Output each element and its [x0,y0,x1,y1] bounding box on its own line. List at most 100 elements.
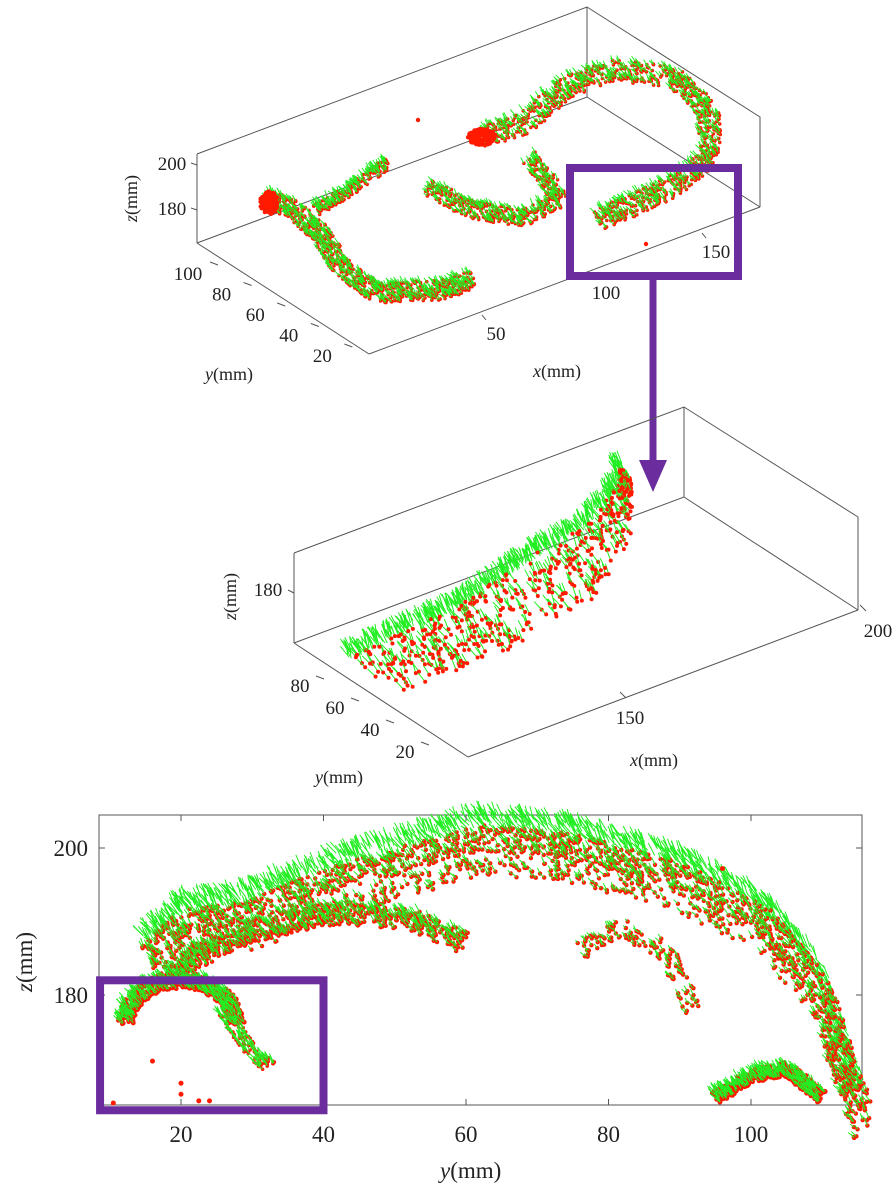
normal-vector [346,265,351,273]
point [269,210,274,216]
normal-vector [343,265,347,272]
point [489,139,495,144]
normal-vector [451,269,456,276]
normal-vector [318,236,323,244]
normal-vector [354,280,359,287]
normal-vector [449,276,453,283]
green-normals [339,450,623,659]
normal-vector [367,273,373,279]
normal-vector [373,288,378,293]
normal-vector [372,282,377,288]
normal-vector [303,229,307,234]
normal-vector [349,283,356,289]
y-tick-label: 60 [246,305,265,326]
normal-vector [319,244,325,253]
z-tick-label: 180 [158,199,187,220]
normal-vector [329,246,334,255]
normal-vector [438,293,446,299]
normal-vector [300,203,303,208]
normal-vector [331,255,336,262]
normal-vector [430,293,435,298]
normal-vector [395,282,399,286]
normal-vector [380,283,384,290]
normal-vector [385,296,392,303]
normal-vector [419,294,424,301]
normal-vector [345,276,351,282]
normal-vector [301,225,305,230]
x-tick-label: 50 [487,324,506,345]
normal-vector [393,293,399,301]
normal-vector [299,205,303,212]
normal-vector [312,214,316,220]
normal-vector [327,260,331,266]
normal-vector [384,284,388,290]
normal-vector [389,280,395,289]
normal-vector [322,245,329,253]
normal-vector [357,269,362,276]
normal-vector [428,293,432,298]
normal-vector [313,218,318,224]
normal-vector [321,226,326,231]
point [482,136,488,141]
x-axis-line [467,609,859,758]
normal-vector [525,122,532,128]
normal-vector [469,278,474,285]
normal-vector [410,286,415,294]
z-tick [190,207,198,211]
normal-vector [292,210,296,217]
box-back-edges [293,406,859,610]
normal-vector [431,285,435,290]
normal-vector [425,288,430,294]
normal-vector [313,231,318,236]
normal-vector [393,283,397,289]
normal-vector [434,274,439,283]
normal-vector [377,279,382,284]
normal-vector [444,277,449,284]
point [260,197,266,202]
normal-vector [286,208,290,214]
box-back-edges [196,6,761,207]
normal-vector [406,280,412,286]
normal-vector [383,280,387,287]
normal-vector [309,211,313,217]
point [268,204,274,210]
normal-vector [461,275,467,281]
normal-vector [426,281,432,289]
normal-vector [347,277,355,284]
top-x-axis-label: x(mm) [532,361,581,382]
normal-vector [319,234,324,241]
normal-vector [353,277,357,283]
normal-vector [324,262,331,267]
normal-vector [457,280,461,286]
point [487,132,493,138]
normal-vector [337,260,344,267]
point [269,198,275,204]
normal-vector [295,218,300,223]
normal-vector [360,281,365,287]
normal-vector [529,215,535,220]
point [477,139,482,144]
normal-vector [457,277,463,285]
normal-vector [412,287,417,295]
normal-vector [289,201,295,207]
normal-vector [309,217,315,226]
point [483,128,489,133]
normal-vector [332,259,338,265]
normal-vector [280,194,286,202]
normal-vector [284,201,291,208]
normal-vector [440,275,447,281]
normal-vector [309,233,315,239]
normal-vector [330,259,335,267]
normal-vector [302,205,310,211]
normal-vector [435,286,439,292]
normal-vector [677,67,683,73]
normal-vector [373,276,378,283]
normal-vector [461,276,466,284]
normal-vector [315,232,321,237]
normal-vector [405,288,411,295]
normal-vector [357,284,364,291]
normal-vector [296,222,302,230]
normal-vector [280,196,285,202]
normal-vector [412,292,419,300]
